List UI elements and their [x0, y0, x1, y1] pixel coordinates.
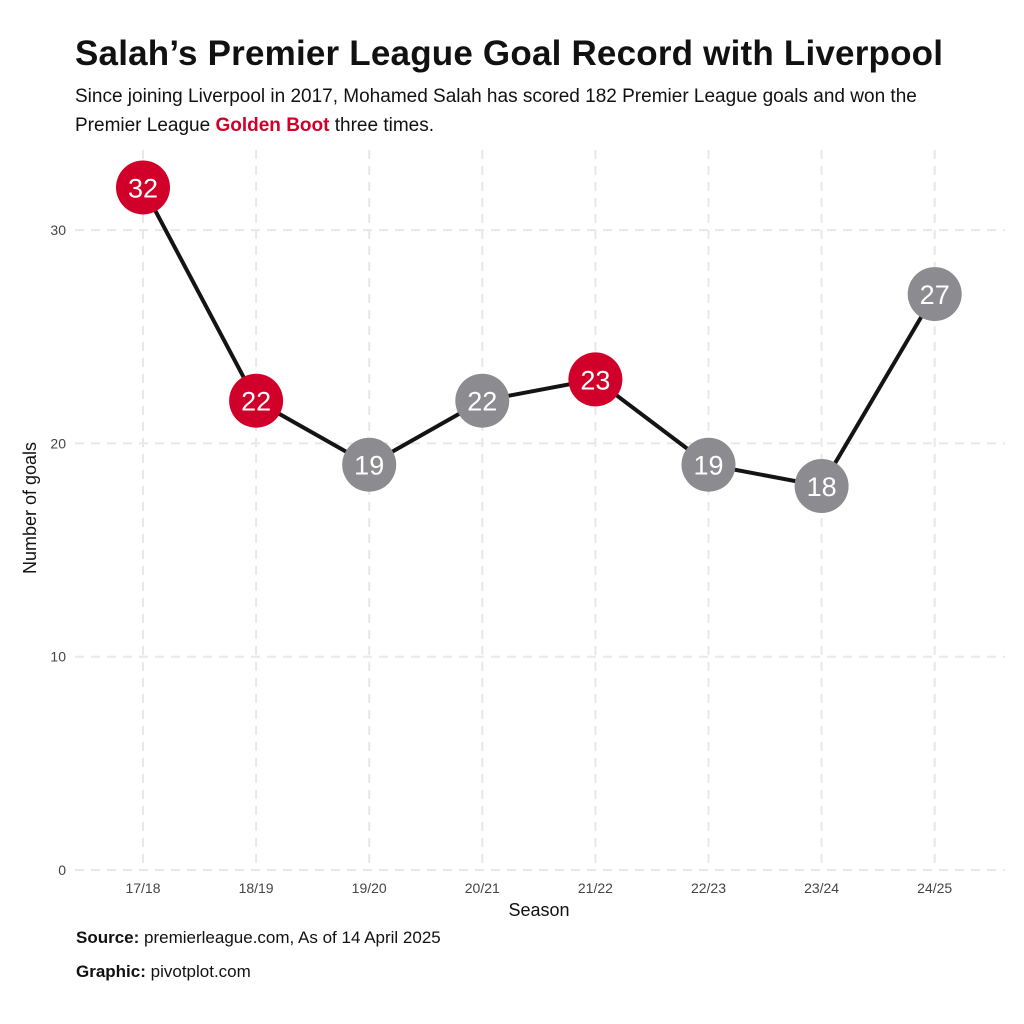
data-point-marker — [342, 437, 397, 492]
x-tick-label: 19/20 — [352, 880, 387, 896]
x-axis-label: Season — [508, 900, 569, 920]
data-label: 22 — [467, 387, 497, 417]
x-tick-label: 22/23 — [691, 880, 726, 896]
data-label: 19 — [693, 451, 723, 481]
source-note: Source: premierleague.com, As of 14 Apri… — [76, 928, 441, 948]
x-tick-label: 24/25 — [917, 880, 952, 896]
y-tick-label: 30 — [50, 222, 66, 238]
subtitle-text-end: three times. — [329, 115, 434, 136]
data-label: 19 — [354, 451, 384, 481]
grid — [75, 150, 1005, 871]
source-text: premierleague.com, As of 14 April 2025 — [139, 928, 441, 947]
data-point-17-18: 32 — [116, 160, 170, 215]
data-points: 32 22 19 22 23 19 18 27 — [116, 160, 962, 514]
graphic-text: pivotplot.com — [145, 962, 251, 981]
graphic-credit: Graphic: pivotplot.com — [76, 962, 251, 982]
subtitle-highlight-golden-boot: Golden Boot — [215, 115, 330, 136]
data-point-19-20: 19 — [342, 437, 397, 492]
data-label: 18 — [807, 472, 837, 502]
data-point-marker — [907, 267, 962, 322]
y-tick-label: 20 — [50, 435, 66, 451]
chart-title: Salah’s Premier League Goal Record with … — [75, 34, 944, 73]
y-axis-label: Number of goals — [20, 442, 40, 574]
data-point-22-23: 19 — [681, 437, 736, 492]
source-label: Source: — [76, 928, 140, 947]
data-point-marker — [681, 437, 736, 492]
data-label: 23 — [580, 365, 610, 395]
data-label: 32 — [128, 173, 158, 203]
axes: Number of goals Season 0 10 20 30 17/18 18/19… — [20, 222, 952, 920]
data-point-18-19: 22 — [229, 373, 284, 428]
x-tick-label: 18/19 — [239, 880, 274, 896]
data-point-20-21: 22 — [455, 373, 510, 428]
x-tick-label: 20/21 — [465, 880, 500, 896]
data-point-23-24: 18 — [794, 459, 849, 514]
data-label: 22 — [241, 387, 271, 417]
chart-subtitle: Since joining Liverpool in 2017, Mohamed… — [75, 82, 955, 140]
x-tick-label: 23/24 — [804, 880, 839, 896]
y-tick-label: 0 — [58, 862, 66, 878]
data-label: 27 — [920, 280, 950, 310]
x-tick-label: 21/22 — [578, 880, 613, 896]
data-point-marker — [229, 373, 284, 428]
y-tick-label: 10 — [50, 649, 66, 665]
data-point-marker — [794, 459, 849, 514]
series-line — [141, 186, 937, 489]
data-point-marker — [455, 373, 510, 428]
data-point-marker — [116, 160, 170, 215]
x-tick-label: 17/18 — [125, 880, 160, 896]
series-line-group — [141, 186, 937, 489]
data-point-24-25: 27 — [907, 267, 962, 322]
graphic-label: Graphic: — [76, 962, 146, 981]
data-point-21-22: 23 — [568, 352, 623, 407]
data-point-marker — [568, 352, 623, 407]
subtitle-text: Since joining Liverpool in 2017, Mohamed… — [75, 86, 917, 136]
